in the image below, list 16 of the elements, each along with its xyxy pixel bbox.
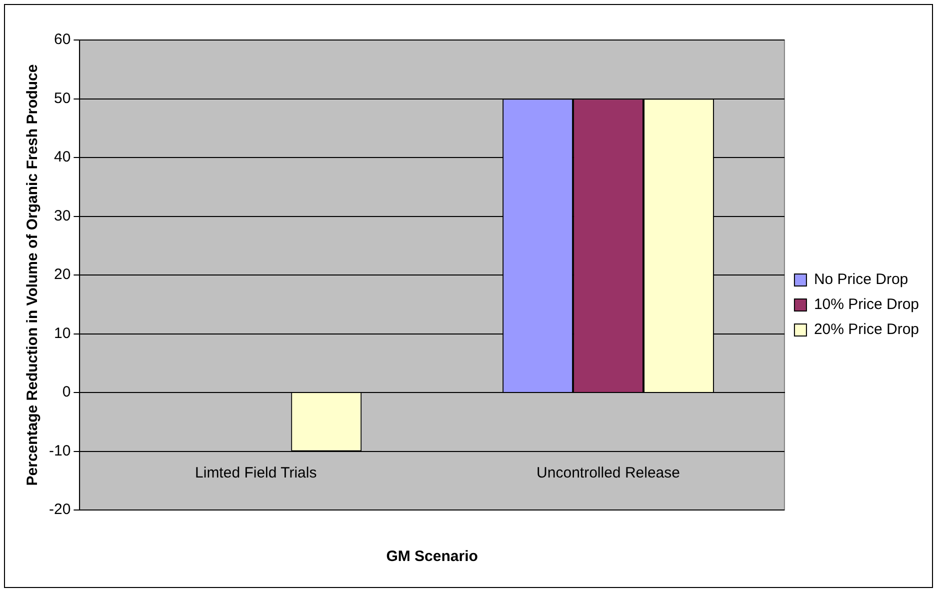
y-tick-label: 10 [54,324,71,342]
y-tick-label: 20 [54,266,71,284]
legend-label: No Price Drop [814,271,908,288]
x-tick-label: Limted Field Trials [195,464,317,482]
y-tick-label: -20 [48,501,71,518]
y-axis-title: Percentage Reduction in Volume of Organic Fresh Produce [24,64,42,486]
y-tick-label: 50 [54,90,71,107]
legend-label: 10% Price Drop [814,296,920,314]
y-tick-label: -10 [48,442,71,460]
x-tick-label: Uncontrolled Release [536,464,680,482]
legend-label: 20% Price Drop [814,321,920,338]
x-axis-title: GM Scenario [386,548,478,566]
y-tick-label: 30 [54,207,71,224]
y-tick-label: 0 [62,384,71,401]
y-tick-label: 40 [54,148,71,166]
y-tick-label: 60 [54,31,71,48]
